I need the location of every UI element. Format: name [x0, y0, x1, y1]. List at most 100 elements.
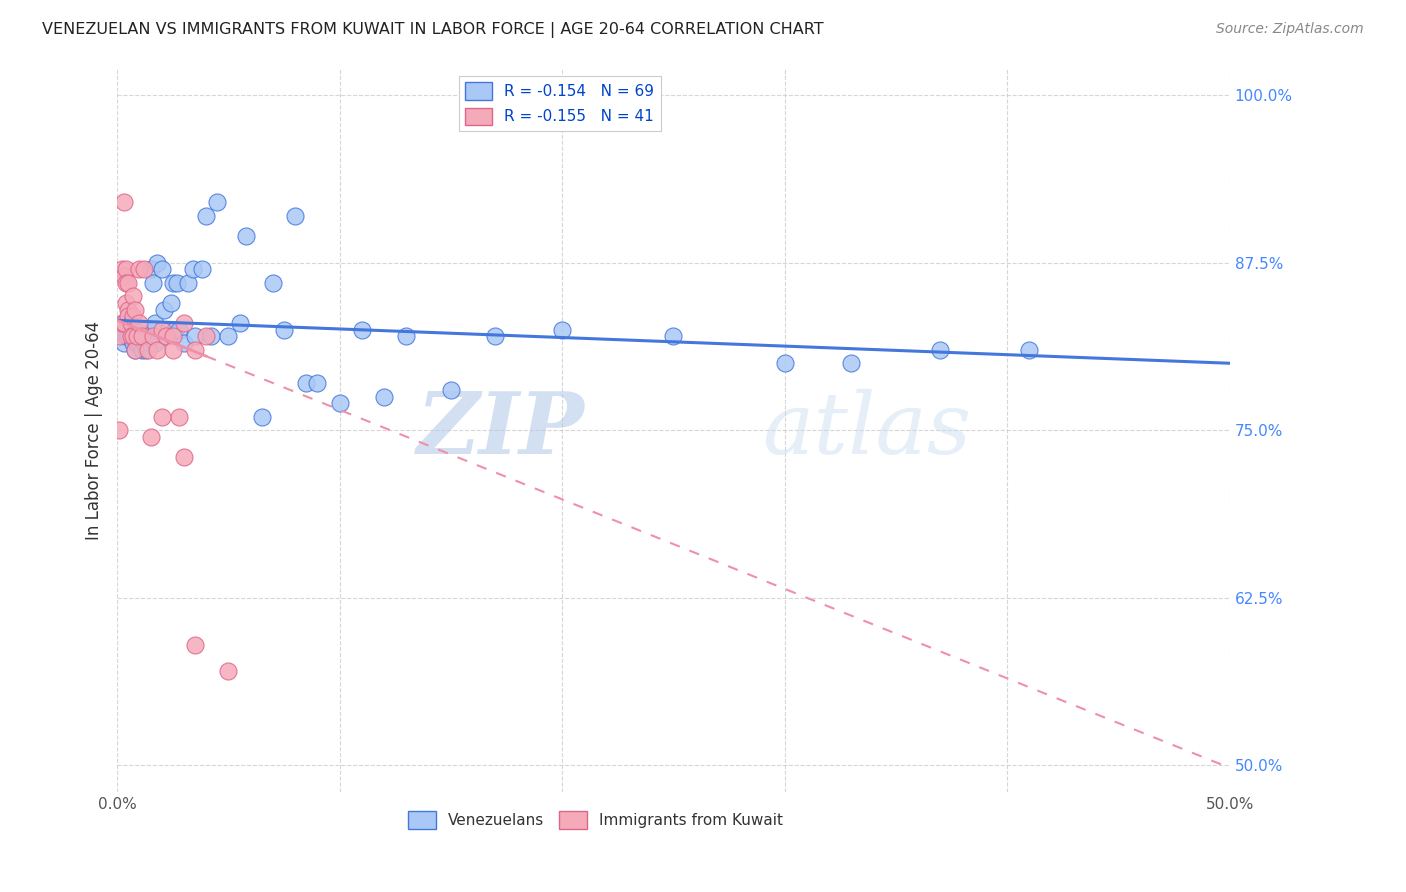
- Point: [184, 329, 207, 343]
- Point: [139, 430, 162, 444]
- Point: [142, 329, 165, 343]
- Point: [124, 329, 146, 343]
- Point: [146, 343, 169, 357]
- Point: [131, 329, 153, 343]
- Point: [131, 343, 153, 357]
- Point: [124, 343, 146, 357]
- Point: [150, 409, 173, 424]
- Point: [117, 316, 139, 330]
- Point: [262, 276, 284, 290]
- Point: [200, 329, 222, 343]
- Point: [217, 665, 239, 679]
- Point: [177, 276, 200, 290]
- Point: [173, 336, 195, 351]
- Point: [139, 262, 162, 277]
- Point: [155, 329, 177, 343]
- Point: [184, 343, 207, 357]
- Point: [138, 329, 160, 343]
- Point: [373, 390, 395, 404]
- Point: [195, 209, 218, 223]
- Point: [121, 329, 143, 343]
- Point: [235, 229, 257, 244]
- Point: [111, 262, 134, 277]
- Point: [121, 310, 143, 324]
- Text: Source: ZipAtlas.com: Source: ZipAtlas.com: [1216, 22, 1364, 37]
- Point: [217, 329, 239, 343]
- Y-axis label: In Labor Force | Age 20-64: In Labor Force | Age 20-64: [86, 321, 103, 540]
- Point: [112, 316, 135, 330]
- Point: [162, 276, 184, 290]
- Text: VENEZUELAN VS IMMIGRANTS FROM KUWAIT IN LABOR FORCE | AGE 20-64 CORRELATION CHAR: VENEZUELAN VS IMMIGRANTS FROM KUWAIT IN …: [42, 22, 824, 38]
- Point: [115, 276, 138, 290]
- Point: [195, 329, 218, 343]
- Point: [153, 302, 176, 317]
- Point: [131, 329, 153, 343]
- Point: [162, 343, 184, 357]
- Point: [117, 310, 139, 324]
- Point: [181, 262, 204, 277]
- Point: [662, 329, 685, 343]
- Point: [284, 209, 307, 223]
- Point: [155, 329, 177, 343]
- Point: [169, 323, 191, 337]
- Point: [1018, 343, 1040, 357]
- Point: [121, 336, 143, 351]
- Legend: Venezuelans, Immigrants from Kuwait: Venezuelans, Immigrants from Kuwait: [402, 805, 789, 835]
- Point: [132, 262, 155, 277]
- Point: [190, 262, 212, 277]
- Point: [142, 323, 165, 337]
- Point: [143, 316, 166, 330]
- Point: [120, 329, 142, 343]
- Point: [173, 316, 195, 330]
- Point: [146, 256, 169, 270]
- Point: [228, 316, 250, 330]
- Point: [169, 409, 191, 424]
- Point: [307, 376, 329, 391]
- Point: [108, 329, 131, 343]
- Point: [143, 336, 166, 351]
- Point: [142, 276, 165, 290]
- Point: [132, 323, 155, 337]
- Point: [295, 376, 318, 391]
- Point: [117, 302, 139, 317]
- Point: [166, 276, 188, 290]
- Point: [120, 316, 142, 330]
- Point: [329, 396, 352, 410]
- Point: [128, 329, 150, 343]
- Point: [124, 302, 146, 317]
- Point: [120, 329, 142, 343]
- Point: [111, 316, 134, 330]
- Point: [159, 296, 181, 310]
- Point: [128, 316, 150, 330]
- Point: [117, 276, 139, 290]
- Point: [162, 329, 184, 343]
- Point: [551, 323, 574, 337]
- Text: ZIP: ZIP: [416, 389, 585, 472]
- Text: atlas: atlas: [762, 389, 972, 472]
- Point: [128, 262, 150, 277]
- Point: [112, 269, 135, 284]
- Point: [112, 195, 135, 210]
- Point: [484, 329, 506, 343]
- Point: [841, 356, 863, 370]
- Point: [108, 423, 131, 437]
- Point: [121, 289, 143, 303]
- Point: [115, 329, 138, 343]
- Point: [112, 336, 135, 351]
- Point: [150, 323, 173, 337]
- Point: [121, 329, 143, 343]
- Point: [128, 329, 150, 343]
- Point: [128, 336, 150, 351]
- Point: [440, 383, 463, 397]
- Point: [127, 329, 149, 343]
- Point: [121, 323, 143, 337]
- Point: [111, 329, 134, 343]
- Point: [138, 343, 160, 357]
- Point: [117, 329, 139, 343]
- Point: [124, 343, 146, 357]
- Point: [150, 262, 173, 277]
- Point: [773, 356, 796, 370]
- Point: [135, 329, 157, 343]
- Point: [350, 323, 373, 337]
- Point: [395, 329, 418, 343]
